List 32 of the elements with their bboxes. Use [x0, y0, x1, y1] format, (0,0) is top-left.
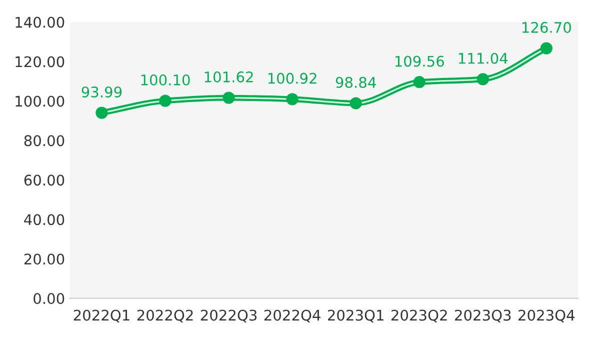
point — [540, 42, 552, 54]
y-tick-label: 60.00 — [24, 174, 64, 186]
data-label: 126.70 — [522, 22, 571, 33]
point — [413, 76, 426, 88]
point — [222, 92, 235, 104]
point — [476, 73, 489, 86]
data-label: 93.99 — [82, 86, 122, 98]
data-label: 100.92 — [268, 72, 316, 84]
x-tick-label: 2023Q4 — [518, 310, 575, 322]
x-tick-label: 2023Q3 — [455, 310, 511, 322]
data-label: 98.84 — [336, 76, 376, 88]
data-label: 111.04 — [458, 52, 508, 64]
y-tick-label: 80.00 — [24, 135, 64, 146]
x-tick-label: 2023Q1 — [328, 310, 384, 322]
x-tick-label: 2022Q4 — [264, 310, 320, 322]
y-tick-label: 0.00 — [34, 293, 64, 304]
y-tick-label: 140.00 — [16, 16, 64, 28]
point — [159, 94, 172, 107]
data-label: 101.62 — [204, 71, 253, 82]
data-label: 100.10 — [141, 74, 190, 86]
point — [286, 93, 298, 106]
x-tick-label: 2022Q3 — [200, 310, 257, 322]
y-tick-label: 40.00 — [24, 214, 64, 226]
point — [96, 106, 108, 119]
x-tick-label: 2023Q2 — [391, 310, 447, 322]
y-tick-label: 120.00 — [16, 56, 64, 68]
x-tick-label: 2022Q1 — [74, 310, 130, 322]
y-tick-label: 100.00 — [16, 96, 64, 107]
point — [350, 97, 362, 110]
x-tick-label: 2022Q2 — [137, 310, 193, 322]
data-label: 109.56 — [395, 56, 444, 67]
y-tick-label: 20.00 — [24, 254, 64, 265]
